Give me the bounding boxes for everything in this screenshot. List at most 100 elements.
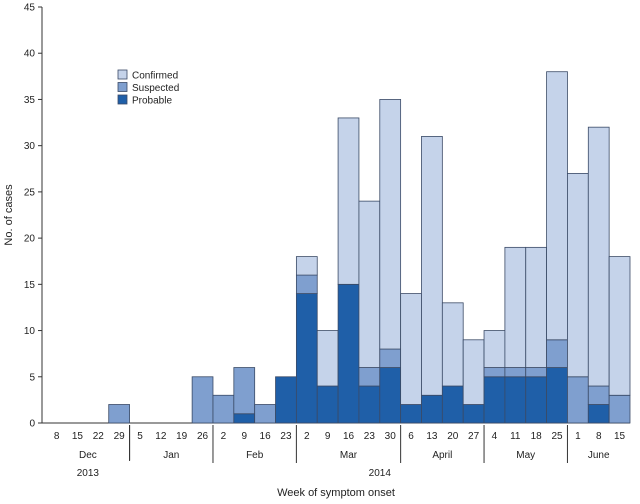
x-tick-label: 13 xyxy=(426,431,438,442)
y-tick-label: 10 xyxy=(24,326,36,337)
x-tick-label: 4 xyxy=(492,431,498,442)
month-label: June xyxy=(588,450,610,461)
bar-segment-probable xyxy=(400,404,422,424)
bar-segment-confirmed xyxy=(295,256,318,276)
y-tick-label: 20 xyxy=(24,234,36,245)
bar-segment-confirmed xyxy=(379,99,402,350)
bar-segment-confirmed xyxy=(441,302,464,387)
y-tick-label: 35 xyxy=(24,95,36,106)
bar-segment-suspected xyxy=(191,376,214,424)
x-tick-label: 23 xyxy=(280,431,292,442)
x-tick-label: 25 xyxy=(551,431,563,442)
bar-segment-suspected xyxy=(525,367,547,378)
x-tick-label: 22 xyxy=(93,431,105,442)
bar-segment-probable xyxy=(504,376,527,424)
year-label: 2013 xyxy=(77,468,100,479)
bar-segment-probable xyxy=(483,376,506,424)
x-tick-label: 15 xyxy=(72,431,84,442)
bar-segment-suspected xyxy=(608,394,631,424)
x-tick-label: 8 xyxy=(596,431,602,442)
bar-segment-suspected xyxy=(108,404,130,424)
bar-segment-confirmed xyxy=(608,256,631,396)
bar-segment-probable xyxy=(379,367,402,424)
month-label: April xyxy=(432,450,452,461)
bar-segment-confirmed xyxy=(400,293,422,405)
bar-segment-probable xyxy=(546,367,568,424)
bar-segment-confirmed xyxy=(421,136,443,396)
x-tick-label: 11 xyxy=(510,431,521,442)
y-tick-label: 15 xyxy=(24,280,36,291)
bar-segment-confirmed xyxy=(316,330,339,387)
x-tick-label: 9 xyxy=(325,431,331,442)
bar-segment-confirmed xyxy=(546,71,568,341)
x-tick-label: 20 xyxy=(447,431,459,442)
x-tick-label: 6 xyxy=(408,431,414,442)
month-label: Dec xyxy=(79,450,97,461)
x-tick-label: 5 xyxy=(137,431,143,442)
x-tick-label: 1 xyxy=(575,431,581,442)
month-label: Feb xyxy=(246,450,264,461)
bar-segment-confirmed xyxy=(337,117,360,285)
bar-segment-suspected xyxy=(587,385,610,405)
y-tick-label: 30 xyxy=(24,141,36,152)
x-tick-label: 16 xyxy=(260,431,272,442)
x-tick-label: 30 xyxy=(385,431,397,442)
x-tick-label: 29 xyxy=(114,431,126,442)
x-tick-label: 18 xyxy=(531,431,543,442)
bar-segment-suspected xyxy=(483,367,506,378)
bar-segment-suspected xyxy=(233,367,256,415)
legend-swatch xyxy=(117,94,128,105)
bar-segment-confirmed xyxy=(462,339,485,405)
x-tick-label: 2 xyxy=(304,431,310,442)
legend-label: Suspected xyxy=(132,83,179,94)
x-tick-label: 8 xyxy=(54,431,60,442)
bar-segment-suspected xyxy=(212,394,235,424)
bar-segment-suspected xyxy=(379,348,402,368)
year-label: 2014 xyxy=(369,468,392,479)
bar-segment-suspected xyxy=(567,376,589,424)
bar-segment-probable xyxy=(337,283,360,424)
bar-segment-probable xyxy=(421,394,443,424)
bar-segment-probable xyxy=(233,413,256,424)
y-tick-label: 25 xyxy=(24,187,36,198)
bar-segment-probable xyxy=(316,385,339,424)
bar-segment-probable xyxy=(525,376,547,424)
legend-label: Confirmed xyxy=(132,71,178,82)
bar-segment-confirmed xyxy=(358,200,381,368)
bar-segment-confirmed xyxy=(504,246,527,368)
x-tick-label: 27 xyxy=(468,431,480,442)
bar-segment-probable xyxy=(358,385,381,424)
bar-segment-confirmed xyxy=(567,172,589,378)
bar-segment-confirmed xyxy=(525,246,547,368)
month-label: Mar xyxy=(340,450,358,461)
y-tick-label: 5 xyxy=(29,372,35,383)
x-tick-label: 19 xyxy=(176,431,188,442)
legend-swatch xyxy=(117,82,128,92)
bar-segment-suspected xyxy=(254,404,276,424)
bar-segment-suspected xyxy=(504,367,527,378)
y-tick-label: 40 xyxy=(24,49,36,60)
x-tick-label: 9 xyxy=(241,431,247,442)
month-label: Jan xyxy=(163,450,179,461)
y-axis-title: No. of cases xyxy=(3,184,15,246)
bar-segment-confirmed xyxy=(483,330,506,368)
bar-segment-probable xyxy=(295,293,318,424)
bar-segment-probable xyxy=(587,404,610,424)
x-tick-label: 2 xyxy=(221,431,227,442)
bar-segment-suspected xyxy=(295,274,318,294)
x-axis-title: Week of symptom onset xyxy=(277,487,395,499)
bar-segment-probable xyxy=(275,376,297,424)
y-tick-label: 45 xyxy=(24,3,36,14)
x-tick-label: 12 xyxy=(155,431,167,442)
x-tick-label: 15 xyxy=(614,431,626,442)
legend-label: Probable xyxy=(132,96,172,107)
bar-segment-suspected xyxy=(546,339,568,368)
x-tick-label: 26 xyxy=(197,431,209,442)
legend-swatch xyxy=(117,69,128,80)
bar-segment-confirmed xyxy=(587,126,610,387)
x-tick-label: 23 xyxy=(364,431,376,442)
bar-segment-suspected xyxy=(358,367,381,387)
month-label: May xyxy=(516,450,535,461)
